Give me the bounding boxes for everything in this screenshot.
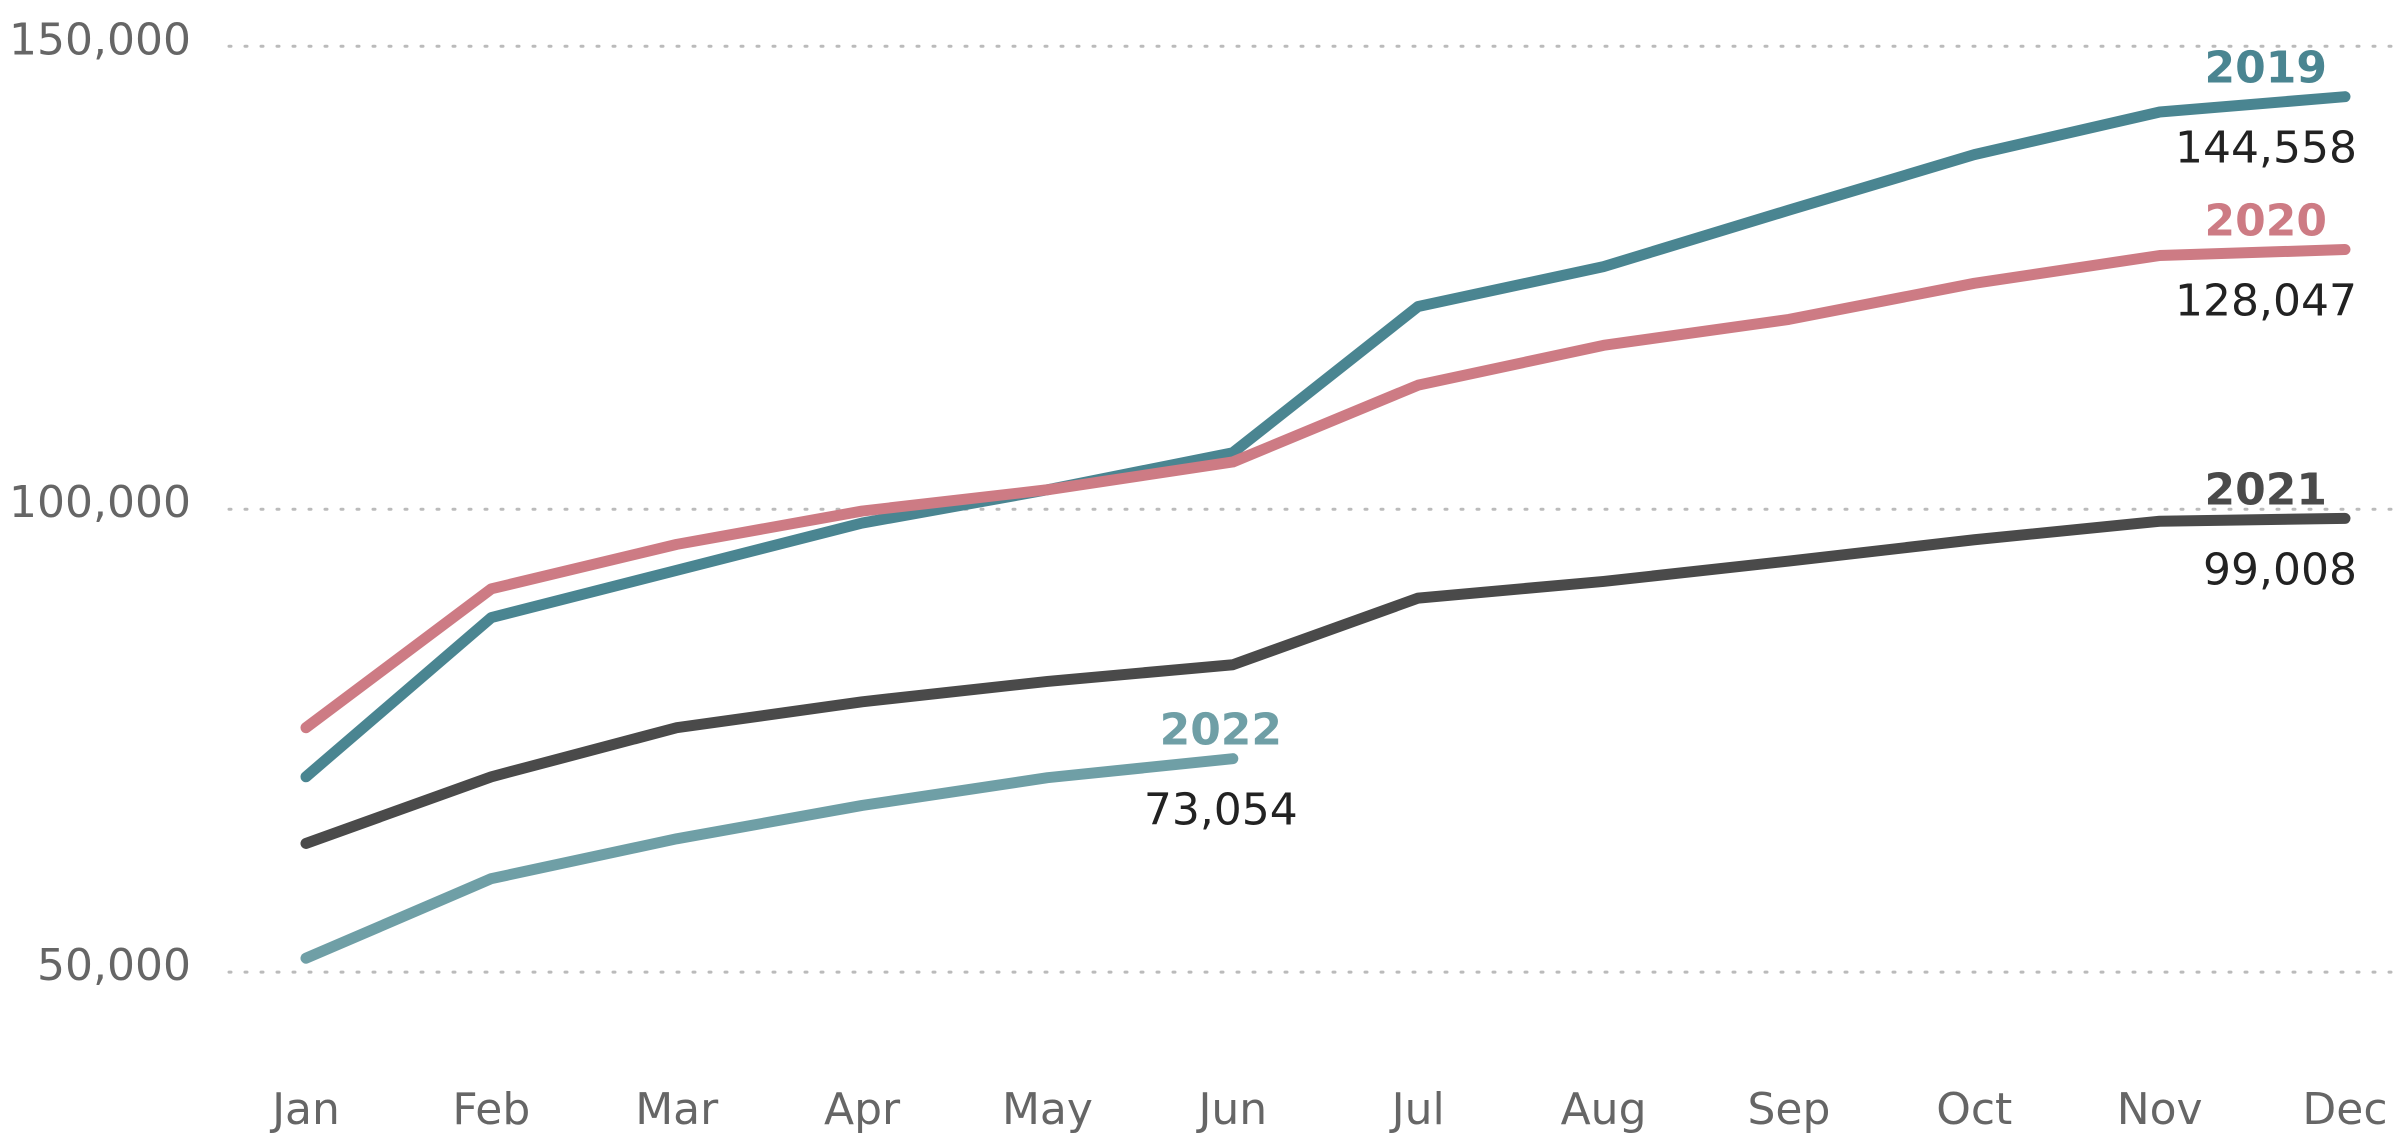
value-label: 73,054 [1144,785,1298,836]
x-tick-label: Feb [452,1084,530,1135]
x-tick-label: Sep [1747,1084,1830,1135]
series-line [300,91,2351,783]
series-line [300,512,2351,849]
value-label: 128,047 [2175,276,2357,327]
x-tick-label: Dec [2302,1084,2387,1135]
value-label: 144,558 [2175,123,2357,174]
x-tick-label: Apr [824,1084,901,1135]
series-name: 2022 [1160,705,1282,756]
x-tick-label: Jul [1389,1084,1445,1135]
series-name: 2021 [2205,464,2327,515]
x-tick-label: Jun [1195,1084,1267,1135]
series-name: 2019 [2205,43,2327,94]
x-tick-label: May [1002,1084,1093,1135]
x-tick-label: Jan [269,1084,340,1135]
y-tick-label: 50,000 [37,940,191,991]
x-tick-label: Aug [1561,1084,1647,1135]
x-tick-label: Oct [1936,1084,2012,1135]
series-line [300,753,1239,964]
y-tick-label: 150,000 [9,14,191,65]
x-tick-label: Mar [635,1084,719,1135]
x-tick-label: Nov [2117,1084,2203,1135]
y-tick-label: 100,000 [9,477,191,528]
series-name: 2020 [2205,196,2327,247]
series-line [300,244,2351,734]
value-label: 99,008 [2203,544,2357,595]
